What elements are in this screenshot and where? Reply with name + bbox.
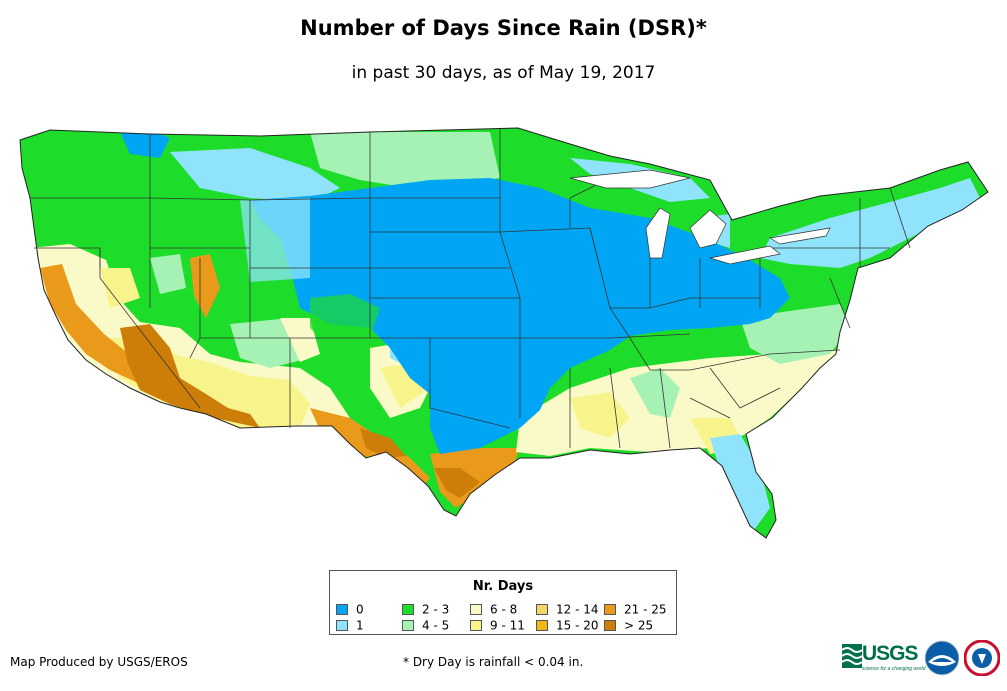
legend-swatch bbox=[536, 620, 548, 631]
legend-label: 6 - 8 bbox=[490, 602, 518, 617]
map-title: Number of Days Since Rain (DSR)* bbox=[300, 16, 707, 40]
legend: Nr. Days 0 1 2 - 3 4 - 5 6 - 8 9 - 11 12… bbox=[329, 570, 677, 635]
legend-item: 12 - 14 bbox=[536, 603, 599, 617]
legend-item: > 25 bbox=[604, 619, 653, 633]
legend-item: 9 - 11 bbox=[470, 619, 525, 633]
legend-item: 2 - 3 bbox=[402, 603, 449, 617]
legend-item: 15 - 20 bbox=[536, 619, 599, 633]
legend-item: 4 - 5 bbox=[402, 619, 449, 633]
noaa-logo-icon bbox=[924, 640, 960, 676]
legend-swatch bbox=[470, 620, 482, 631]
footnote-text: * Dry Day is rainfall < 0.04 in. bbox=[403, 655, 584, 669]
legend-label: 1 bbox=[356, 618, 364, 633]
legend-title: Nr. Days bbox=[472, 579, 534, 594]
usgs-tagline: science for a changing world bbox=[862, 666, 926, 672]
legend-swatch bbox=[402, 620, 414, 631]
legend-swatch bbox=[336, 620, 348, 631]
legend-item: 0 bbox=[336, 603, 364, 617]
legend-label: 2 - 3 bbox=[422, 602, 450, 617]
legend-label: 15 - 20 bbox=[556, 618, 599, 633]
legend-item: 6 - 8 bbox=[470, 603, 517, 617]
legend-swatch bbox=[604, 620, 616, 631]
legend-label: 0 bbox=[356, 602, 364, 617]
legend-label: 21 - 25 bbox=[624, 602, 667, 617]
legend-swatch bbox=[604, 604, 616, 615]
usgs-wordmark: USGS bbox=[862, 642, 919, 665]
usgs-logo-icon bbox=[842, 644, 862, 668]
legend-swatch bbox=[536, 604, 548, 615]
legend-label: > 25 bbox=[624, 618, 654, 633]
legend-swatch bbox=[402, 604, 414, 615]
legend-label: 4 - 5 bbox=[422, 618, 450, 633]
agency-logos: USGS science for a changing world bbox=[842, 636, 1002, 680]
map-subtitle: in past 30 days, as of May 19, 2017 bbox=[351, 63, 656, 83]
nws-logo-icon bbox=[964, 640, 1000, 676]
legend-label: 9 - 11 bbox=[490, 618, 525, 633]
legend-label: 12 - 14 bbox=[556, 602, 599, 617]
legend-swatch bbox=[470, 604, 482, 615]
us-dsr-map bbox=[19, 127, 989, 539]
legend-swatch bbox=[336, 604, 348, 615]
legend-item: 1 bbox=[336, 619, 364, 633]
legend-item: 21 - 25 bbox=[604, 603, 667, 617]
credit-text: Map Produced by USGS/EROS bbox=[10, 655, 188, 669]
